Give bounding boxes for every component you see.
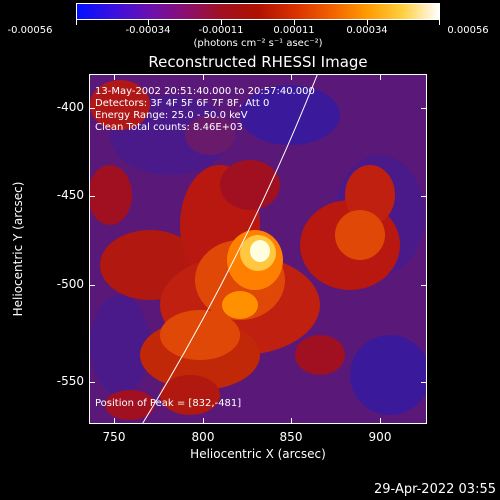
colorbar-tick bbox=[367, 20, 368, 25]
info-time-range: 13-May-2002 20:51:40.000 to 20:57:40.000 bbox=[95, 86, 315, 97]
y-tick bbox=[89, 196, 95, 197]
y-tick bbox=[89, 382, 95, 383]
plot-title: Reconstructed RHESSI Image bbox=[148, 53, 368, 71]
info-energy-range: Energy Range: 25.0 - 50.0 keV bbox=[95, 110, 248, 121]
colorbar-tick bbox=[294, 20, 295, 25]
peak-position-label: Position of Peak = [832,-481] bbox=[95, 398, 242, 409]
x-tick-label: 750 bbox=[102, 430, 126, 444]
y-tick bbox=[89, 285, 95, 286]
x-tick bbox=[203, 418, 204, 424]
y-tick bbox=[421, 196, 427, 197]
y-tick bbox=[421, 108, 427, 109]
x-tick bbox=[114, 418, 115, 424]
x-tick-label: 800 bbox=[191, 430, 215, 444]
y-tick bbox=[421, 382, 427, 383]
solar-image-canvas bbox=[90, 75, 426, 423]
colorbar-tick-label: -0.00034 bbox=[125, 25, 171, 36]
x-tick-label: 850 bbox=[279, 430, 303, 444]
colorbar-tick-label: -0.00056 bbox=[7, 25, 53, 36]
x-tick bbox=[114, 74, 115, 80]
y-tick bbox=[421, 285, 427, 286]
x-tick bbox=[380, 418, 381, 424]
colorbar-tick bbox=[148, 20, 149, 25]
colorbar bbox=[76, 3, 440, 20]
y-tick-label: -500 bbox=[56, 277, 84, 291]
solar-limb-line bbox=[142, 75, 318, 423]
colorbar-tick-label: 0.00056 bbox=[447, 25, 489, 36]
colorbar-tick-label: 0.00011 bbox=[273, 25, 315, 36]
x-tick bbox=[291, 418, 292, 424]
emission-regions bbox=[90, 80, 400, 420]
colorbar-tick bbox=[76, 20, 77, 25]
y-tick bbox=[89, 108, 95, 109]
colorbar-tick-label: -0.00011 bbox=[198, 25, 244, 36]
timestamp: 29-Apr-2022 03:55 bbox=[374, 482, 496, 497]
info-detectors: Detectors: 3F 4F 5F 6F 7F 8F, Att 0 bbox=[95, 98, 270, 109]
x-tick-label: 900 bbox=[368, 430, 392, 444]
x-tick bbox=[203, 74, 204, 80]
x-tick bbox=[291, 74, 292, 80]
y-axis-title: Heliocentric Y (arcsec) bbox=[11, 181, 25, 317]
y-tick-label: -450 bbox=[56, 188, 84, 202]
colorbar-tick bbox=[439, 20, 440, 25]
info-total-counts: Clean Total counts: 8.46E+03 bbox=[95, 122, 243, 133]
x-tick bbox=[380, 74, 381, 80]
solar-image-panel bbox=[89, 74, 427, 424]
colorbar-unit-label: (photons cm⁻² s⁻¹ asec⁻²) bbox=[193, 38, 323, 49]
colorbar-tick bbox=[221, 20, 222, 25]
colorbar-tick-label: 0.00034 bbox=[346, 25, 388, 36]
x-axis-title: Heliocentric X (arcsec) bbox=[190, 447, 326, 461]
y-tick-label: -550 bbox=[56, 374, 84, 388]
y-tick-label: -400 bbox=[56, 100, 84, 114]
